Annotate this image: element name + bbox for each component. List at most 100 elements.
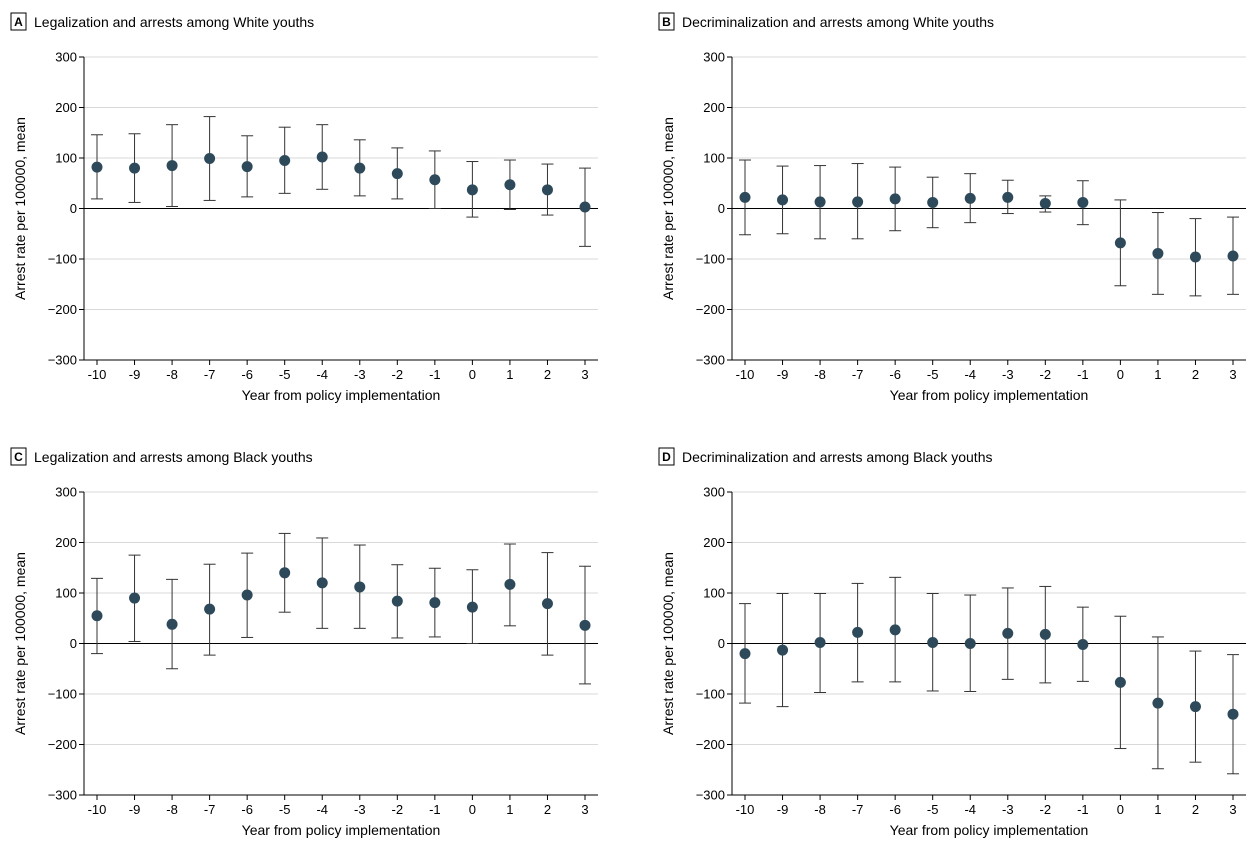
data-point <box>1039 197 1051 209</box>
x-axis-title: Year from policy implementation <box>890 387 1089 403</box>
x-tick-label: -7 <box>204 802 216 817</box>
y-tick-label: 200 <box>703 535 725 550</box>
x-tick-label: -6 <box>241 802 253 817</box>
data-point <box>91 610 103 622</box>
data-point <box>1114 237 1126 249</box>
data-point <box>1227 708 1239 720</box>
x-tick-label: -4 <box>316 802 328 817</box>
y-axis-title: Arrest rate per 100000, mean <box>660 552 676 735</box>
y-tick-label: 200 <box>55 100 77 115</box>
panel-letter: D <box>662 450 671 464</box>
x-tick-label: -3 <box>1002 802 1014 817</box>
data-point <box>354 581 366 593</box>
data-point <box>1152 697 1164 709</box>
panel-title: Decriminalization and arrests among Whit… <box>682 14 994 30</box>
data-point <box>1077 196 1089 208</box>
x-tick-label: 1 <box>1154 367 1161 382</box>
x-tick-label: -8 <box>814 802 826 817</box>
x-tick-label: -1 <box>1077 367 1089 382</box>
panel-letter: B <box>662 15 671 29</box>
panel-title: Legalization and arrests among Black you… <box>34 449 313 465</box>
x-tick-label: -9 <box>777 367 789 382</box>
data-point <box>1114 676 1126 688</box>
chart-svg: D Decriminalization and arrests among Bla… <box>658 447 1246 838</box>
x-tick-label: -2 <box>392 802 404 817</box>
panel-letter: A <box>14 15 23 29</box>
x-tick-label: -6 <box>889 802 901 817</box>
x-tick-label: 0 <box>469 367 476 382</box>
data-point <box>391 595 403 607</box>
data-point <box>852 196 864 208</box>
y-tick-label: 100 <box>55 586 77 601</box>
data-point <box>927 636 939 648</box>
data-point <box>739 191 751 203</box>
data-point <box>279 155 291 167</box>
y-axis-title: Arrest rate per 100000, mean <box>12 117 28 300</box>
data-point <box>579 619 591 631</box>
data-point <box>166 160 178 172</box>
y-tick-label: 200 <box>703 100 725 115</box>
x-tick-label: -1 <box>429 802 441 817</box>
panel-b: B Decriminalization and arrests among Whi… <box>648 0 1251 415</box>
data-point <box>777 644 789 656</box>
y-tick-label: −300 <box>696 353 725 368</box>
data-point <box>204 153 216 165</box>
data-point <box>129 592 141 604</box>
x-tick-label: -10 <box>88 367 107 382</box>
panel-title: Legalization and arrests among White you… <box>34 14 314 30</box>
y-tick-label: −200 <box>48 737 77 752</box>
y-tick-label: −300 <box>696 788 725 803</box>
data-point <box>541 184 553 196</box>
data-point <box>541 598 553 610</box>
x-tick-label: -2 <box>1040 367 1052 382</box>
data-point <box>777 194 789 206</box>
data-point <box>1189 251 1201 263</box>
x-axis-title: Year from policy implementation <box>890 822 1089 838</box>
y-tick-label: −100 <box>48 687 77 702</box>
data-point <box>814 636 826 648</box>
data-point <box>316 577 328 589</box>
x-tick-label: -3 <box>354 367 366 382</box>
data-point <box>1039 628 1051 640</box>
y-tick-label: 0 <box>718 636 725 651</box>
x-tick-label: -7 <box>204 367 216 382</box>
y-tick-label: 300 <box>55 50 77 65</box>
data-point <box>466 184 478 196</box>
chart-svg: C Legalization and arrests among Black yo… <box>10 447 598 838</box>
x-tick-label: -7 <box>852 367 864 382</box>
y-tick-label: 300 <box>55 485 77 500</box>
data-point <box>852 626 864 638</box>
x-tick-label: -1 <box>429 367 441 382</box>
x-tick-label: -8 <box>814 367 826 382</box>
data-point <box>504 179 516 191</box>
x-axis-title: Year from policy implementation <box>242 822 441 838</box>
x-tick-label: 0 <box>1117 802 1124 817</box>
panel-a: A Legalization and arrests among White yo… <box>0 0 603 415</box>
y-tick-label: 200 <box>55 535 77 550</box>
y-tick-label: −100 <box>696 687 725 702</box>
y-tick-label: 100 <box>703 586 725 601</box>
data-point <box>504 578 516 590</box>
y-axis-title: Arrest rate per 100000, mean <box>660 117 676 300</box>
x-tick-label: -3 <box>354 802 366 817</box>
y-tick-label: −300 <box>48 788 77 803</box>
panel-c: C Legalization and arrests among Black yo… <box>0 435 603 850</box>
y-axis-title: Arrest rate per 100000, mean <box>12 552 28 735</box>
y-tick-label: 0 <box>718 201 725 216</box>
x-tick-label: -9 <box>129 802 141 817</box>
y-tick-label: −300 <box>48 353 77 368</box>
x-tick-label: -7 <box>852 802 864 817</box>
x-tick-label: -5 <box>279 802 291 817</box>
data-point <box>279 567 291 579</box>
x-tick-label: -10 <box>88 802 107 817</box>
data-point <box>241 161 253 173</box>
data-point <box>466 601 478 613</box>
data-point <box>889 193 901 205</box>
y-tick-label: 300 <box>703 50 725 65</box>
x-tick-label: -2 <box>1040 802 1052 817</box>
chart-svg: B Decriminalization and arrests among Whi… <box>658 12 1246 403</box>
y-tick-label: 0 <box>70 636 77 651</box>
data-point <box>429 597 441 609</box>
x-tick-label: -8 <box>166 802 178 817</box>
